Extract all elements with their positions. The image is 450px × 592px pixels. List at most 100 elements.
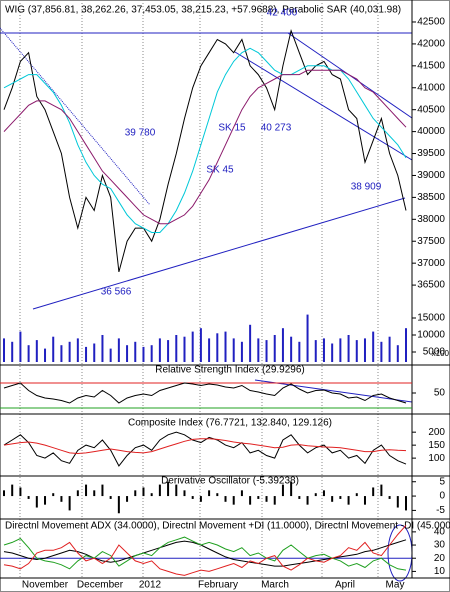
bar: [52, 493, 55, 497]
bar: [232, 338, 235, 362]
bar: [158, 338, 161, 362]
bar: [224, 331, 227, 362]
y-tick-label: 37000: [417, 258, 445, 269]
bar: [44, 348, 47, 362]
bar: [273, 496, 276, 505]
bar: [93, 490, 96, 497]
bar: [216, 493, 219, 497]
y-tick-label: 40000: [417, 126, 445, 137]
bar: [158, 484, 161, 497]
bar: [322, 490, 325, 497]
y-tick-label: 36500: [417, 280, 445, 291]
bar: [19, 487, 22, 497]
x-tick-label: May: [386, 580, 405, 591]
month-grid: [19, 0, 379, 578]
annotation: SK 15: [218, 123, 246, 134]
bar: [191, 331, 194, 362]
bar: [347, 334, 350, 362]
bar: [290, 336, 293, 362]
y-tick-label: 10: [434, 566, 446, 577]
bar: [322, 338, 325, 362]
bar: [273, 334, 276, 362]
bar: [142, 487, 145, 497]
annotation: 40 273: [261, 123, 292, 134]
bar: [380, 484, 383, 497]
bar: [249, 496, 252, 505]
y-tick-label: 15000: [417, 313, 445, 324]
bar: [117, 496, 120, 514]
bar: [183, 490, 186, 497]
bar: [281, 484, 284, 497]
bar: [35, 496, 38, 508]
x-tick-label: November: [22, 580, 69, 591]
bar: [142, 346, 145, 362]
y-tick-label: 38500: [417, 192, 445, 203]
y-tick-label: 37500: [417, 236, 445, 247]
y-tick-label: 30: [434, 540, 446, 551]
bar: [134, 490, 137, 497]
bar: [19, 331, 22, 362]
bar: [396, 496, 399, 508]
bar: [175, 334, 178, 362]
bar: [240, 490, 243, 497]
trend-line: [0, 27, 151, 206]
unit-label: x100: [432, 349, 450, 358]
bar: [167, 340, 170, 362]
y-tick-label: 100: [428, 453, 445, 464]
series-line: [3, 438, 407, 455]
y-tick-label: 200: [428, 427, 445, 438]
bar: [265, 496, 268, 502]
bar: [306, 496, 309, 505]
bar: [199, 496, 202, 502]
bar: [396, 345, 399, 362]
bar: [232, 496, 235, 505]
series-line: [3, 524, 407, 576]
bar: [27, 496, 30, 499]
bar: [372, 487, 375, 497]
bar: [85, 484, 88, 497]
series-line: [3, 539, 407, 567]
bar: [208, 490, 211, 497]
bar: [68, 341, 71, 362]
bar: [52, 336, 55, 362]
panel-title: WIG (37,856.81, 38,262.26, 37,453.05, 38…: [5, 5, 401, 16]
bar: [208, 338, 211, 362]
bar: [76, 490, 79, 497]
series-line: [3, 431, 407, 467]
trend-lines: [0, 27, 413, 582]
bar: [372, 331, 375, 362]
bar: [35, 340, 38, 362]
bar: [44, 496, 47, 505]
x-tick-label: April: [335, 580, 355, 591]
y-tick-label: 10000: [417, 330, 445, 341]
bar: [85, 346, 88, 362]
bar: [167, 481, 170, 497]
bar: [298, 341, 301, 362]
bar: [117, 338, 120, 362]
bar: [249, 324, 252, 362]
bar: [347, 496, 350, 505]
annotation: 38 909: [351, 182, 382, 193]
bar: [331, 343, 334, 362]
bar: [3, 490, 5, 497]
bar: [109, 348, 112, 362]
bar: [339, 338, 342, 362]
bar: [257, 338, 260, 362]
bar: [60, 496, 63, 502]
panel-title: Relative Strength Index (29.9296): [155, 365, 305, 376]
y-tick-label: 38000: [417, 214, 445, 225]
annotation: 42 400: [267, 8, 298, 19]
panel-title: Derivative Oscillator (-5.39238): [161, 476, 299, 487]
trend-line: [254, 379, 413, 403]
series-line: [3, 536, 407, 571]
bar: [126, 496, 129, 502]
bar: [183, 336, 186, 362]
bar: [60, 345, 63, 362]
y-tick-label: 40500: [417, 104, 445, 115]
x-tick-label: December: [77, 580, 124, 591]
bar: [281, 328, 284, 362]
bar: [3, 338, 5, 362]
bar: [257, 496, 260, 499]
